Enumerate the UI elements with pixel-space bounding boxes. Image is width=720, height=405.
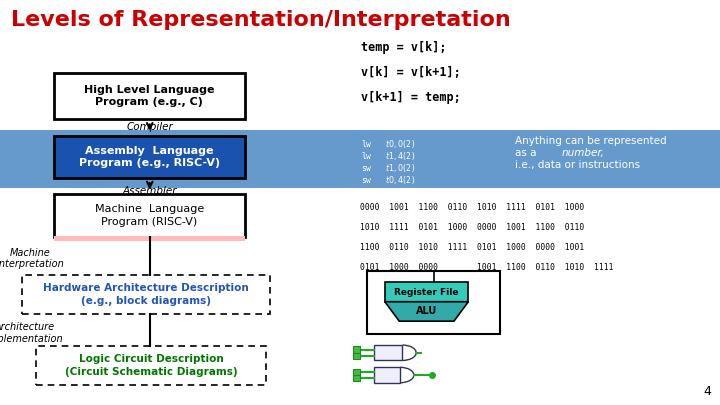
Bar: [22, 275, 270, 314]
Bar: [353, 346, 360, 353]
Polygon shape: [384, 302, 469, 321]
Bar: [353, 353, 360, 359]
Text: Assembler: Assembler: [122, 186, 177, 196]
Text: Assembly  Language
Program (e.g., RISC-V): Assembly Language Program (e.g., RISC-V): [78, 146, 220, 168]
Text: v[k] = v[k+1];: v[k] = v[k+1];: [361, 66, 462, 79]
Text: Logic Circuit Description
(Circuit Schematic Diagrams): Logic Circuit Description (Circuit Schem…: [65, 354, 238, 377]
Text: 4: 4: [703, 385, 711, 398]
Text: 0000  1001  1100  0110  1010  1111  0101  1000: 0000 1001 1100 0110 1010 1111 0101 1000: [360, 202, 584, 211]
Text: v[k+1] = temp;: v[k+1] = temp;: [361, 91, 462, 104]
Text: ALU: ALU: [416, 307, 437, 316]
Bar: [374, 367, 400, 383]
Bar: [36, 346, 266, 385]
Bar: [54, 236, 245, 241]
Bar: [0, 130, 720, 188]
Text: Architecture
Implementation: Architecture Implementation: [0, 322, 63, 343]
Text: sw   $t1, 0($2): sw $t1, 0($2): [361, 162, 416, 174]
Text: Register File: Register File: [395, 288, 459, 296]
Bar: [54, 136, 245, 178]
Text: High Level Language
Program (e.g., C): High Level Language Program (e.g., C): [84, 85, 215, 107]
Text: Anything can be represented: Anything can be represented: [515, 136, 667, 146]
Text: Levels of Representation/Interpretation: Levels of Representation/Interpretation: [11, 10, 510, 30]
Text: as a: as a: [515, 148, 539, 158]
Text: lw   $t0, 0($2): lw $t0, 0($2): [361, 138, 416, 150]
Text: 0101  1000  0000        1001  1100  0110  1010  1111: 0101 1000 0000 1001 1100 0110 1010 1111: [360, 263, 613, 272]
Text: 1010  1111  0101  1000  0000  1001  1100  0110: 1010 1111 0101 1000 0000 1001 1100 0110: [360, 223, 584, 232]
Text: lw   $t1, 4($2): lw $t1, 4($2): [361, 150, 416, 162]
Text: sw   $t0, 4($2): sw $t0, 4($2): [361, 174, 416, 186]
Text: Hardware Architecture Description
(e.g., block diagrams): Hardware Architecture Description (e.g.,…: [43, 284, 248, 306]
Bar: [353, 369, 360, 375]
Text: Machine  Language
Program (RISC-V): Machine Language Program (RISC-V): [95, 205, 204, 227]
Bar: [54, 194, 245, 237]
Text: i.e., data or instructions: i.e., data or instructions: [515, 160, 640, 170]
Bar: [374, 345, 402, 360]
Bar: [54, 73, 245, 119]
Text: 1100  0110  1010  1111  0101  1000  0000  1001: 1100 0110 1010 1111 0101 1000 0000 1001: [360, 243, 584, 252]
Text: Machine
Interpretation: Machine Interpretation: [0, 248, 64, 269]
Text: Compiler: Compiler: [127, 122, 173, 132]
Text: number,: number,: [562, 148, 605, 158]
Bar: [353, 375, 360, 382]
Bar: [367, 271, 500, 334]
Text: temp = v[k];: temp = v[k];: [361, 40, 447, 53]
Bar: [385, 282, 468, 302]
